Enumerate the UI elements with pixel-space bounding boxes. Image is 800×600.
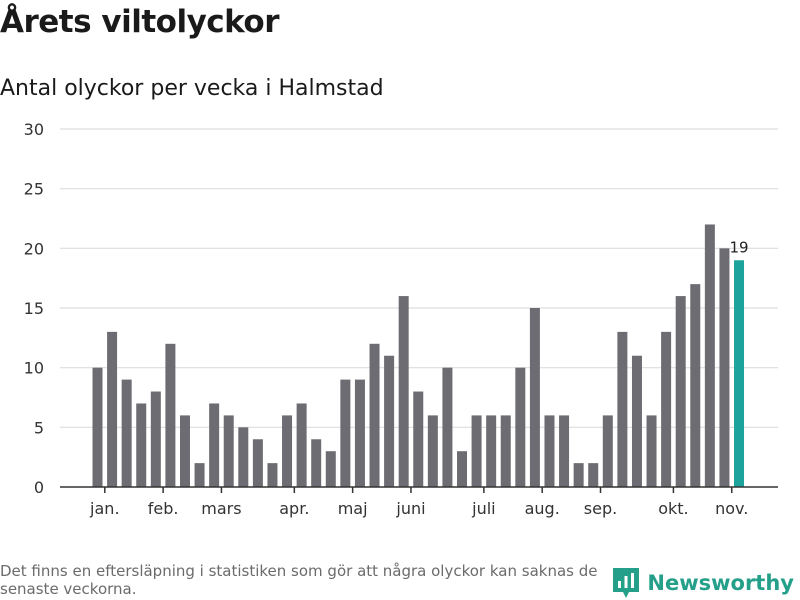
bar-latest-week xyxy=(734,260,745,487)
bar xyxy=(675,296,686,487)
y-tick-label: 5 xyxy=(34,418,44,437)
data-labels: 19 xyxy=(729,238,748,256)
bar xyxy=(529,308,540,487)
data-label: 19 xyxy=(729,238,748,256)
x-tick-label: aug. xyxy=(525,499,560,518)
bar xyxy=(690,284,701,487)
bar xyxy=(282,415,293,487)
y-tick-label: 30 xyxy=(24,120,44,139)
y-tick-label: 10 xyxy=(24,359,44,378)
x-tick-label: mars xyxy=(201,499,241,518)
bar xyxy=(398,296,409,487)
bar xyxy=(646,415,657,487)
bar xyxy=(150,391,161,487)
bar xyxy=(165,343,176,487)
x-tick-label: jan. xyxy=(89,499,119,518)
bar xyxy=(631,355,642,487)
x-tick-label: sep. xyxy=(584,499,617,518)
bar xyxy=(107,331,118,487)
bar xyxy=(340,379,351,487)
bar xyxy=(500,415,511,487)
x-tick-label: juni xyxy=(395,499,425,518)
bar xyxy=(354,379,365,487)
bar xyxy=(136,403,147,487)
bar xyxy=(194,463,205,487)
bar xyxy=(296,403,307,487)
bar xyxy=(719,248,730,487)
bar xyxy=(121,379,132,487)
x-tick-label: juli xyxy=(471,499,495,518)
bar xyxy=(661,331,672,487)
bar-chart: 0 5 10 15 20 25 30 jan. feb. mars apr. maj juni juli… xyxy=(24,120,778,518)
x-tick-label: okt. xyxy=(658,499,688,518)
bar xyxy=(573,463,584,487)
bar xyxy=(252,439,263,487)
bar xyxy=(223,415,234,487)
bar xyxy=(544,415,555,487)
bar xyxy=(267,463,278,487)
y-tick-label: 25 xyxy=(24,180,44,199)
chart-subtitle: Antal olyckor per vecka i Halmstad xyxy=(0,76,384,101)
bar xyxy=(486,415,497,487)
x-tick-label: nov. xyxy=(715,499,748,518)
bar xyxy=(238,427,249,487)
y-tick-label: 15 xyxy=(24,299,44,318)
x-tick-label: feb. xyxy=(148,499,179,518)
bar xyxy=(588,463,599,487)
bar xyxy=(471,415,482,487)
x-tick-label: maj xyxy=(338,499,368,518)
bar xyxy=(515,367,526,487)
y-tick-label: 0 xyxy=(34,478,44,497)
y-tick-label: 20 xyxy=(24,239,44,258)
bar xyxy=(311,439,322,487)
bar xyxy=(704,224,715,487)
bar xyxy=(602,415,613,487)
bar xyxy=(209,403,220,487)
footnote: Det finns en eftersläpning i statistiken… xyxy=(0,562,598,598)
bar xyxy=(179,415,190,487)
x-tick-label: apr. xyxy=(279,499,309,518)
bar xyxy=(413,391,424,487)
bar xyxy=(442,367,453,487)
bar xyxy=(369,343,380,487)
bars xyxy=(92,224,745,487)
bar xyxy=(559,415,570,487)
brand-logo: Newsworthy xyxy=(613,568,794,598)
bar xyxy=(384,355,395,487)
bar xyxy=(617,331,628,487)
bar xyxy=(92,367,103,487)
newsworthy-chart-icon xyxy=(613,568,640,598)
bar xyxy=(427,415,438,487)
y-axis-ticks: 0 5 10 15 20 25 30 xyxy=(24,120,44,497)
chart-title: Årets viltolyckor xyxy=(0,4,280,40)
brand-name: Newsworthy xyxy=(647,571,794,595)
x-axis-ticks: jan. feb. mars apr. maj juni juli aug. sep. okt. n… xyxy=(89,487,748,518)
bar xyxy=(325,451,336,487)
bar xyxy=(457,451,467,487)
